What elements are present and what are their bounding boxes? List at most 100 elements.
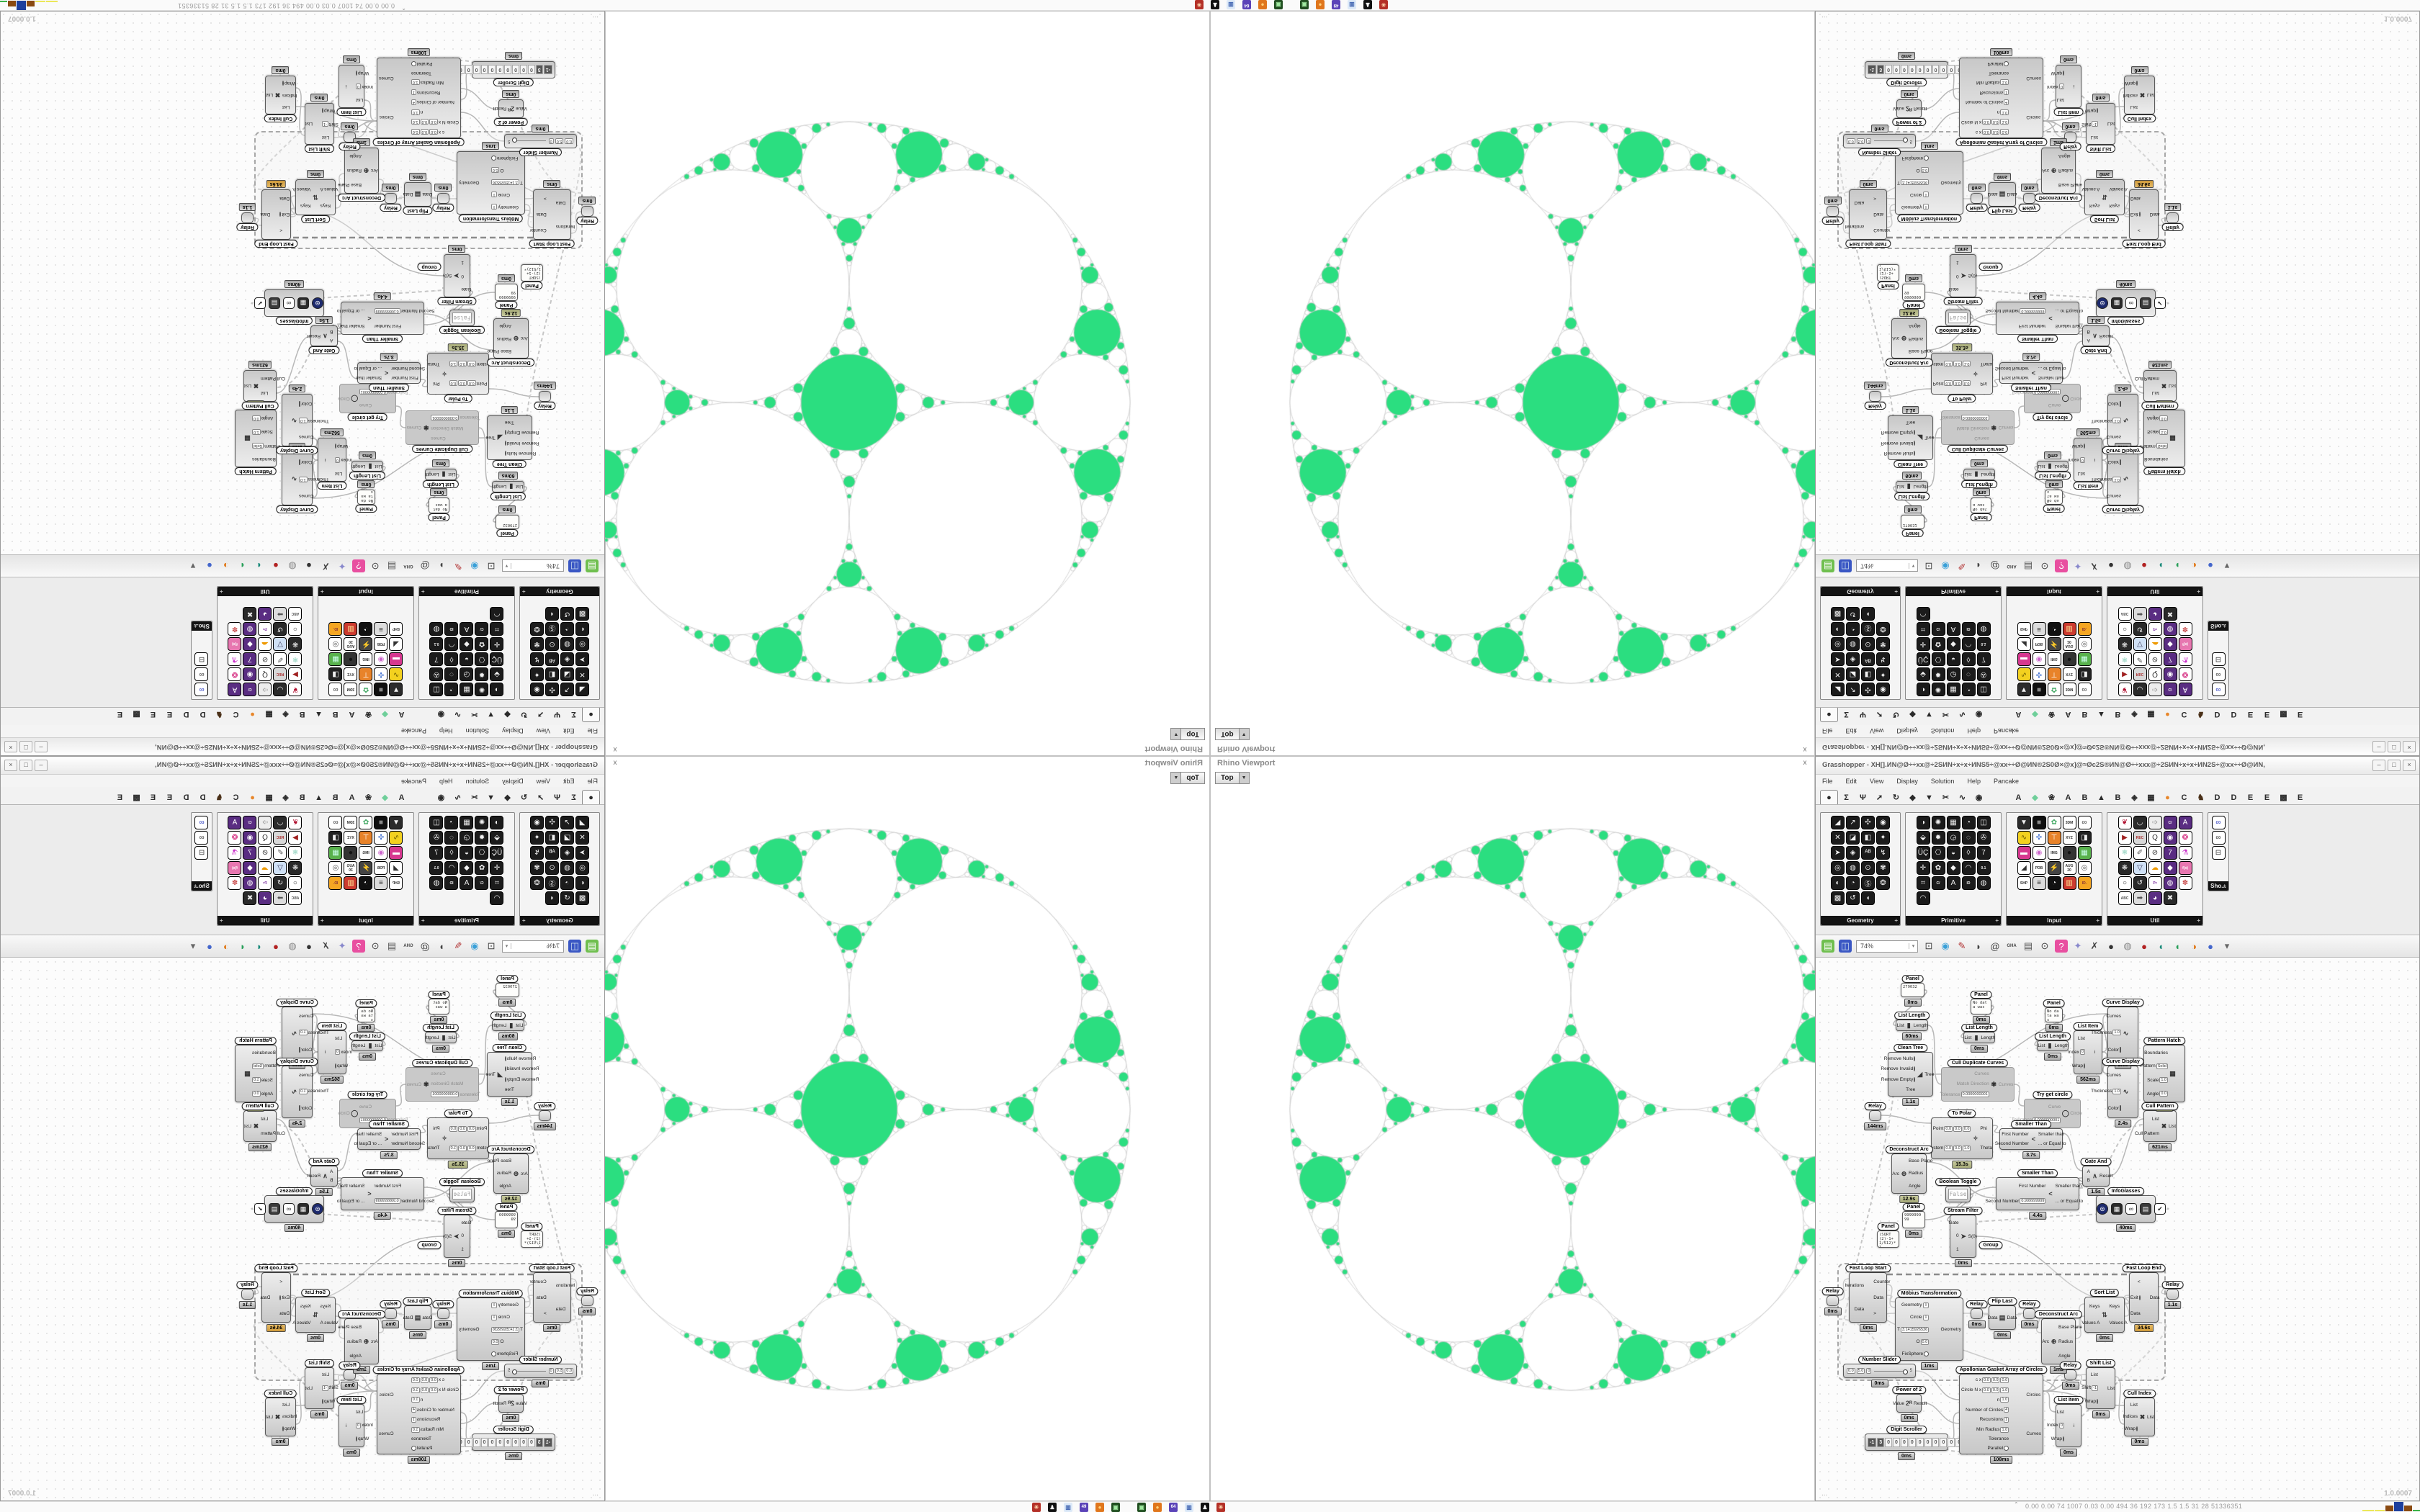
viewport-close-icon[interactable]: x bbox=[613, 759, 617, 767]
node-name-tag[interactable]: List Item bbox=[336, 108, 367, 116]
component-icon[interactable]: ✿ bbox=[1931, 637, 1945, 651]
panel-expand-icon[interactable]: + bbox=[321, 588, 324, 595]
node-body[interactable]: List Index 0 Wrap i bbox=[318, 1030, 352, 1074]
category-tab[interactable]: ✂ bbox=[1942, 710, 1950, 719]
node-name-tag[interactable]: Relay bbox=[1864, 402, 1886, 410]
menu-pancake[interactable]: Pancake bbox=[401, 777, 427, 785]
node-body[interactable] bbox=[2023, 1308, 2035, 1319]
component-icon[interactable]: ◕ bbox=[258, 607, 272, 621]
node-name-tag[interactable]: Clean Tree bbox=[1893, 1044, 1928, 1052]
canvas-more-indicator[interactable]: ... bbox=[592, 14, 599, 22]
panel-footer[interactable]: Sho... + bbox=[2208, 881, 2228, 891]
component-icon[interactable]: ⬙ bbox=[490, 831, 504, 845]
node-name-tag[interactable]: Group bbox=[417, 263, 442, 271]
component-icon[interactable]: ➩ bbox=[2148, 816, 2162, 829]
node-name-tag[interactable]: Group bbox=[417, 1241, 442, 1249]
component-icon[interactable]: ABC bbox=[2118, 891, 2132, 905]
node-body[interactable]: c x 0.0 0.0 0.0 Circle N x 0.0 0.0 1.0 n 1.0 Numbe… bbox=[377, 58, 461, 138]
node-name-tag[interactable]: Try get circle bbox=[2032, 1091, 2073, 1099]
component-icon[interactable]: ◎ bbox=[328, 637, 343, 651]
gh-canvas[interactable]: Panel 279032 0ms List Length List ▮ Length 60ms… bbox=[1816, 958, 2419, 1500]
component-icon[interactable]: ↗ bbox=[1846, 816, 1860, 829]
menu-file[interactable]: File bbox=[587, 727, 598, 735]
node-name-tag[interactable]: InfoGlasses bbox=[275, 317, 313, 325]
gh-canvas[interactable]: Panel 279032 0ms List Length List ▮ Length 60ms… bbox=[1, 12, 604, 554]
node-name-tag[interactable]: Curve Display bbox=[2102, 446, 2144, 454]
component-icon[interactable]: ↺ bbox=[560, 891, 574, 905]
node-body[interactable]: 999999999 bbox=[495, 1211, 518, 1228]
node-name-tag[interactable]: Number Slider bbox=[519, 148, 563, 156]
taskbar-icon[interactable]: ● bbox=[1095, 1503, 1104, 1512]
node-name-tag[interactable]: Clean Tree bbox=[492, 1044, 527, 1052]
category-tab[interactable]: B bbox=[299, 710, 305, 719]
component-icon[interactable]: Pr bbox=[258, 622, 272, 636]
panel-expand-icon[interactable]: + bbox=[2096, 588, 2099, 595]
toolbar-icon[interactable]: ▾ bbox=[190, 561, 196, 572]
node-body[interactable]: Arc ⊕ Base Plane Radius Angle bbox=[1891, 318, 1932, 359]
node-body[interactable]: Arc ⊕ Base Plane Radius Angle bbox=[1891, 1153, 1932, 1194]
component-icon[interactable]: ◢ bbox=[2017, 637, 2031, 651]
panel-footer[interactable]: Primitive + bbox=[1906, 916, 2001, 925]
node-name-tag[interactable]: Apollonian Gasket Array of Circles bbox=[372, 1366, 465, 1374]
component-icon[interactable]: ≡ bbox=[2032, 876, 2046, 890]
toolbar-icon[interactable]: ◑ bbox=[2191, 560, 2197, 572]
component-icon[interactable]: ◉ bbox=[243, 831, 257, 845]
node-body[interactable]: Curves Match Direction Tolerance 0.00000000… bbox=[1940, 410, 2015, 445]
toolbar-icon[interactable]: ▤ bbox=[2023, 561, 2033, 572]
taskbar-icon[interactable]: 64 bbox=[1242, 0, 1251, 9]
node-body[interactable]: Curves Thickness 1.0 Color ∿ bbox=[282, 1066, 329, 1118]
close-button[interactable]: × bbox=[4, 760, 17, 771]
component-icon[interactable]: ✛ bbox=[1916, 861, 1930, 875]
taskbar-icon[interactable]: ▣ bbox=[1137, 1503, 1146, 1512]
component-icon[interactable]: ➩ bbox=[2148, 683, 2162, 696]
component-icon[interactable]: AUG 20 bbox=[344, 861, 358, 875]
component-icon[interactable]: A bbox=[2178, 683, 2192, 696]
component-icon[interactable]: ⚛ bbox=[288, 846, 302, 860]
viewport-tab-top[interactable]: Top bbox=[1215, 772, 1240, 784]
node-name-tag[interactable]: List Length bbox=[423, 480, 459, 488]
component-icon[interactable]: A bbox=[460, 622, 474, 636]
panel-footer[interactable]: Sho... + bbox=[2208, 621, 2228, 631]
node-name-tag[interactable]: Shift List bbox=[304, 145, 335, 153]
category-tab[interactable]: E bbox=[117, 793, 123, 802]
category-tab[interactable]: ◆ bbox=[1909, 710, 1916, 719]
node-body[interactable]: Point 0.0 0.0 0.0 System 0.0 0.0 1.0 ✧ Phi Theta bbox=[427, 353, 492, 395]
toolbar-icon[interactable]: ● bbox=[273, 560, 279, 572]
node-name-tag[interactable]: Panel bbox=[521, 1223, 543, 1230]
component-icon[interactable]: ✣ bbox=[545, 816, 559, 829]
node-name-tag[interactable]: Relay bbox=[1966, 204, 1988, 212]
component-icon[interactable]: ✖ bbox=[2163, 891, 2177, 905]
node-body[interactable]: False bbox=[1945, 1186, 1971, 1202]
component-icon[interactable]: REC bbox=[2133, 831, 2147, 845]
component-icon[interactable]: ⊘ bbox=[258, 652, 272, 666]
node-name-tag[interactable]: Number Slider bbox=[519, 1356, 563, 1364]
component-icon[interactable]: ≡ bbox=[374, 876, 388, 890]
component-icon[interactable]: ◎ bbox=[575, 861, 589, 875]
node-name-tag[interactable]: Boolean Toggle bbox=[1935, 1178, 1981, 1186]
node-name-tag[interactable]: Sort List bbox=[300, 215, 331, 223]
component-icon[interactable]: ∞ bbox=[2077, 816, 2092, 829]
panel-expand-icon[interactable]: + bbox=[2223, 623, 2226, 629]
node-body[interactable]: First Number Second Number 0.999999999 < Sma… bbox=[1985, 302, 2083, 335]
node-name-tag[interactable]: Cull Index bbox=[2123, 114, 2156, 122]
component-icon[interactable]: ❋ bbox=[288, 637, 302, 651]
node-name-tag[interactable]: List Length bbox=[2035, 1032, 2071, 1040]
category-tab[interactable]: ◆ bbox=[2032, 793, 2038, 802]
node-body[interactable]: Data ▤ Data bbox=[403, 182, 432, 207]
node-name-tag[interactable]: Panel bbox=[355, 505, 377, 513]
node-body[interactable]: List Shift -1 Wrap List bbox=[2081, 1367, 2115, 1409]
node-name-tag[interactable]: Power of 2 bbox=[1891, 1386, 1927, 1394]
minimize-button[interactable]: – bbox=[35, 741, 48, 752]
component-icon[interactable]: Q bbox=[258, 667, 272, 681]
component-icon[interactable]: ◨ bbox=[2077, 667, 2092, 681]
node-body[interactable] bbox=[539, 391, 551, 402]
node-name-tag[interactable]: Fast Loop Start bbox=[1845, 240, 1891, 248]
toolbar-icon[interactable]: ◖ bbox=[240, 940, 246, 952]
panel-footer[interactable]: Input + bbox=[2007, 916, 2102, 925]
component-icon[interactable]: ∞ bbox=[328, 816, 343, 829]
node-name-tag[interactable]: Power of 2 bbox=[493, 1386, 529, 1394]
node-body[interactable]: List ▮ Length bbox=[1896, 481, 1928, 492]
node-body[interactable]: A B ∧ Result bbox=[308, 1166, 338, 1187]
component-icon[interactable]: ▦ bbox=[2077, 846, 2092, 860]
